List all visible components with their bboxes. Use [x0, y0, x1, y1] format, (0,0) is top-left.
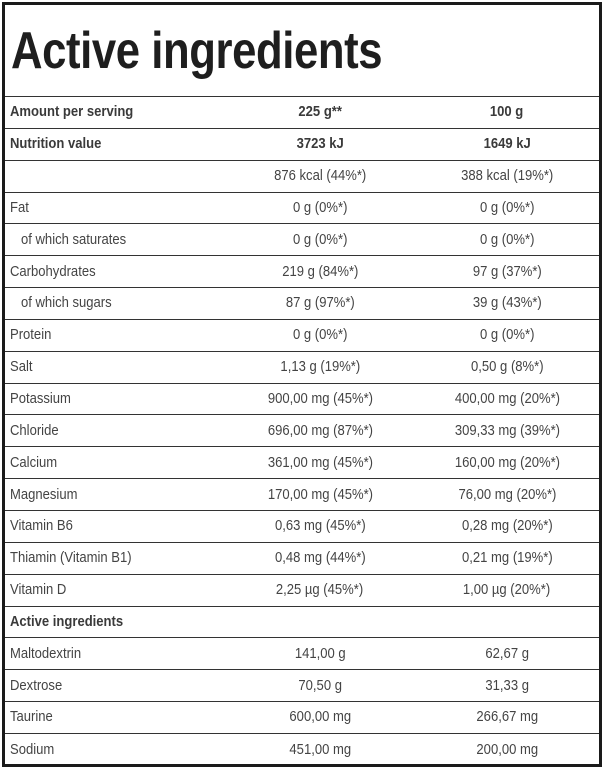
row-label: Vitamin B6: [10, 518, 73, 535]
table-row: Sodium 451,00 mg 200,00 mg: [5, 734, 599, 766]
value-per-serving: 141,00 g: [294, 645, 346, 662]
value-per-serving: 900,00 mg (45%*): [267, 391, 373, 408]
value-per-serving: 0,48 mg (44%*): [274, 550, 366, 567]
value-per-100g: 0 g (0%*): [479, 231, 535, 248]
value-per-serving: 0 g (0%*): [292, 231, 348, 248]
row-label: Dextrose: [10, 677, 63, 694]
row-label: Active ingredients: [10, 613, 124, 630]
table-row: Vitamin D 2,25 µg (45%*) 1,00 µg (20%*): [5, 575, 599, 607]
table-row: Potassium 900,00 mg (45%*) 400,00 mg (20%*…: [5, 384, 599, 416]
value-per-100g: 400,00 mg (20%*): [454, 391, 560, 408]
header-label: Amount per serving: [10, 104, 134, 121]
row-label: Nutrition value: [10, 136, 102, 153]
value-per-serving: 87 g (97%*): [285, 295, 355, 312]
table-row: Calcium 361,00 mg (45%*) 160,00 mg (20%*): [5, 447, 599, 480]
row-label: Fat: [10, 199, 29, 216]
value-per-serving: 696,00 mg (87%*): [267, 422, 373, 439]
table-row: Taurine 600,00 mg 266,67 mg: [5, 702, 599, 734]
row-label: Carbohydrates: [10, 263, 96, 280]
value-per-100g: 0 g (0%*): [479, 327, 535, 344]
value-per-100g: 309,33 mg (39%*): [454, 422, 560, 439]
value-per-100g: 0,28 mg (20%*): [461, 518, 553, 535]
value-per-serving: 451,00 mg: [289, 741, 351, 758]
value-per-serving: 219 g (84%*): [281, 263, 359, 280]
value-per-100g: 31,33 g: [485, 677, 529, 694]
value-per-100g: 200,00 mg: [476, 741, 538, 758]
table-row: Nutrition value 3723 kJ 1649 kJ: [5, 129, 599, 161]
row-label: Salt: [10, 359, 33, 376]
table-row: Salt 1,13 g (19%*) 0,50 g (8%*): [5, 352, 599, 384]
table-row: Active ingredients: [5, 607, 599, 639]
title-area: Active ingredients: [5, 5, 599, 97]
table-row: Magnesium 170,00 mg (45%*) 76,00 mg (20%*): [5, 479, 599, 511]
row-label: Calcium: [10, 454, 58, 471]
value-per-100g: 160,00 mg (20%*): [454, 454, 560, 471]
value-per-100g: 388 kcal (19%*): [460, 168, 554, 185]
value-per-100g: 39 g (43%*): [472, 295, 542, 312]
header-100g: 100 g: [490, 104, 524, 121]
value-per-100g: 97 g (37%*): [472, 263, 542, 280]
value-per-100g: 0,50 g (8%*): [470, 359, 544, 376]
table-header-row: Amount per serving 225 g** 100 g: [5, 97, 599, 129]
row-label: Maltodextrin: [10, 645, 82, 662]
value-per-serving: 0,63 mg (45%*): [274, 518, 366, 535]
value-per-serving: 876 kcal (44%*): [273, 168, 367, 185]
value-per-serving: 361,00 mg (45%*): [267, 454, 373, 471]
table-row: Vitamin B6 0,63 mg (45%*) 0,28 mg (20%*): [5, 511, 599, 543]
value-per-serving: 170,00 mg (45%*): [267, 486, 373, 503]
table-row: Chloride 696,00 mg (87%*) 309,33 mg (39%*): [5, 415, 599, 448]
value-per-serving: 0 g (0%*): [292, 199, 348, 216]
row-label: Magnesium: [10, 486, 78, 503]
table-row: Protein 0 g (0%*) 0 g (0%*): [5, 320, 599, 352]
value-per-serving: 600,00 mg: [289, 709, 351, 726]
value-per-100g: 1649 kJ: [483, 136, 531, 153]
value-per-100g: 76,00 mg (20%*): [458, 486, 556, 503]
page-title: Active ingredients: [11, 22, 383, 80]
row-label: Protein: [10, 327, 52, 344]
value-per-100g: 0 g (0%*): [479, 199, 535, 216]
value-per-serving: 70,50 g: [298, 677, 342, 694]
value-per-serving: 2,25 µg (45%*): [276, 582, 364, 599]
row-label: Taurine: [10, 709, 53, 726]
row-label: Thiamin (Vitamin B1): [10, 550, 132, 567]
value-per-100g: 0,21 mg (19%*): [461, 550, 553, 567]
table-row: of which sugars 87 g (97%*) 39 g (43%*): [5, 288, 599, 320]
row-label: of which saturates: [21, 231, 127, 248]
table-row: 876 kcal (44%*) 388 kcal (19%*): [5, 161, 599, 193]
row-label: of which sugars: [21, 295, 112, 312]
value-per-100g: 1,00 µg (20%*): [463, 582, 551, 599]
table-row: of which saturates 0 g (0%*) 0 g (0%*): [5, 224, 599, 257]
header-serving: 225 g**: [298, 104, 342, 121]
row-label: Vitamin D: [10, 582, 67, 599]
row-label: Sodium: [10, 741, 55, 758]
table-body: Nutrition value 3723 kJ 1649 kJ 876 kcal (4…: [5, 129, 599, 766]
row-label: Chloride: [10, 422, 59, 439]
value-per-serving: 3723 kJ: [296, 136, 344, 153]
value-per-100g: 62,67 g: [485, 645, 529, 662]
table-row: Carbohydrates 219 g (84%*) 97 g (37%*): [5, 256, 599, 289]
table-row: Thiamin (Vitamin B1) 0,48 mg (44%*) 0,21 m…: [5, 543, 599, 575]
value-per-100g: 266,67 mg: [476, 709, 538, 726]
value-per-serving: 0 g (0%*): [292, 327, 348, 344]
table-row: Fat 0 g (0%*) 0 g (0%*): [5, 193, 599, 225]
value-per-serving: 1,13 g (19%*): [280, 359, 360, 376]
row-label: Potassium: [10, 391, 71, 408]
table-row: Dextrose 70,50 g 31,33 g: [5, 670, 599, 703]
table-row: Maltodextrin 141,00 g 62,67 g: [5, 638, 599, 671]
